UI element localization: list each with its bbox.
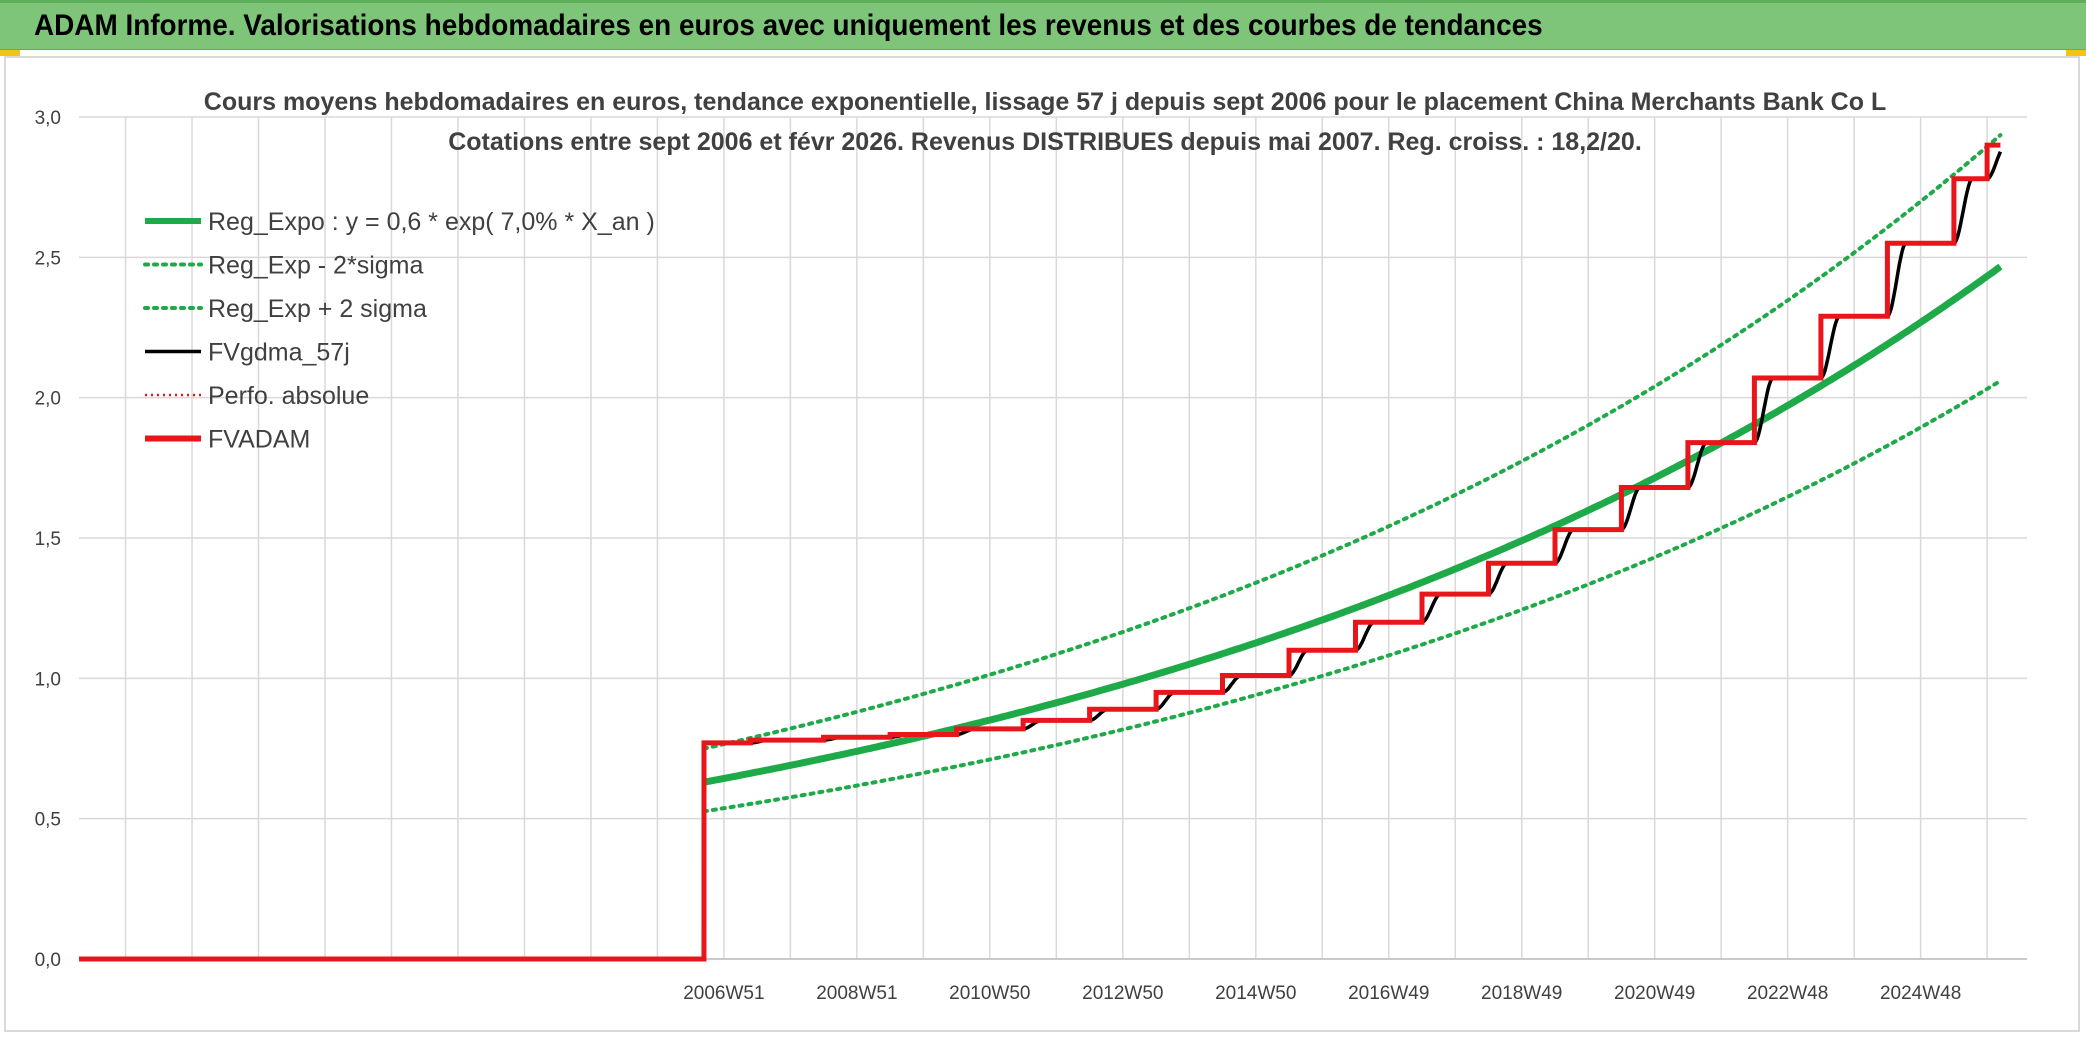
y-tick-label: 1,0 (35, 669, 61, 690)
y-tick-label: 1,5 (35, 529, 61, 550)
legend-item-fvadam: FVADAM (145, 426, 310, 454)
legend-item-reg-expo-y-0-6-exp-7-0-x-an: Reg_Expo : y = 0,6 * exp( 7,0% * X_an ) (145, 208, 655, 236)
y-tick-label: 2,5 (35, 248, 61, 269)
report-title: ADAM Informe. Valorisations hebdomadaire… (34, 9, 1543, 42)
legend-item-perfo-absolue: Perfo. absolue (145, 382, 369, 410)
chart-title: Cours moyens hebdomadaires en euros, ten… (204, 88, 1886, 116)
x-tick-label: 2014W50 (1215, 983, 1296, 1004)
legend-label: FVgdma_57j (208, 339, 350, 367)
legend-label: FVADAM (208, 426, 310, 454)
y-tick-label: 0,0 (35, 950, 61, 971)
y-tick-label: 2,0 (35, 389, 61, 410)
x-tick-label: 2016W49 (1348, 983, 1429, 1004)
corner-accent-left (0, 50, 20, 56)
legend-item-fvgdma-57j: FVgdma_57j (145, 339, 350, 367)
legend-label: Reg_Exp - 2*sigma (208, 252, 423, 280)
x-tick-label: 2024W48 (1880, 983, 1961, 1004)
x-tick-label: 2022W48 (1747, 983, 1828, 1004)
chart-subtitle: Cotations entre sept 2006 et févr 2026. … (448, 128, 1642, 156)
legend-label: Reg_Exp + 2 sigma (208, 295, 427, 323)
x-tick-label: 2010W50 (949, 983, 1030, 1004)
reg-exp-minus-2sigma-line (702, 378, 2003, 814)
chart-frame (4, 56, 2080, 1032)
x-tick-label: 2008W51 (816, 983, 897, 1004)
grid-lines (79, 116, 2027, 960)
x-tick-label: 2020W49 (1614, 983, 1695, 1004)
legend-label: Perfo. absolue (208, 382, 369, 410)
x-axis-ticks: 2006W51 2008W51 2010W50 2012W50 2014W50 2016W… (683, 983, 1961, 1004)
x-tick-label: 2006W51 (683, 983, 764, 1004)
y-tick-label: 0,5 (35, 810, 61, 831)
fvadam-line (79, 142, 2001, 962)
legend-item-reg-exp-2-sigma: Reg_Exp + 2 sigma (143, 295, 427, 323)
legend-label: Reg_Expo : y = 0,6 * exp( 7,0% * X_an ) (208, 208, 655, 236)
title-banner: ADAM Informe. Valorisations hebdomadaire… (0, 0, 2086, 50)
y-tick-label: 3,0 (35, 108, 61, 129)
x-tick-label: 2012W50 (1082, 983, 1163, 1004)
chart-legend: Reg_Expo : y = 0,6 * exp( 7,0% * X_an ) R… (143, 208, 655, 454)
y-axis-ticks: 0,0 0,5 1,0 1,5 2,0 2,5 3,0 (35, 108, 61, 971)
x-tick-label: 2018W49 (1481, 983, 1562, 1004)
series-lines (79, 133, 2003, 962)
reg-expo-line (703, 263, 2003, 786)
legend-item-reg-exp-2-sigma: Reg_Exp - 2*sigma (143, 252, 423, 280)
corner-accent-right (2066, 50, 2086, 56)
reg-exp-plus-2sigma-line (702, 133, 2003, 751)
